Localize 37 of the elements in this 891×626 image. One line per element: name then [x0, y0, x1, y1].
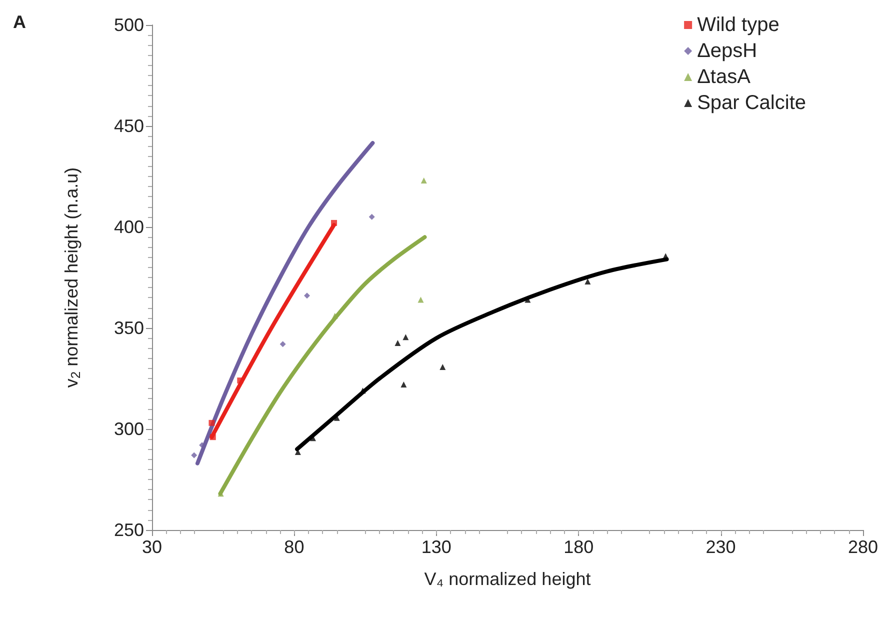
point: [304, 292, 310, 299]
x-tick-label: 230: [706, 537, 736, 557]
y-tick-label: 500: [114, 15, 144, 35]
x-tick-label: 80: [284, 537, 304, 557]
point: [331, 220, 338, 226]
point: [368, 214, 375, 220]
point: [394, 340, 401, 346]
chart-title: A: [13, 12, 26, 32]
y-tick-label: 350: [114, 318, 144, 338]
point: [210, 434, 216, 440]
y-tick-label: 300: [114, 419, 144, 439]
point: [418, 296, 424, 303]
point: [237, 378, 244, 384]
line-series: [218, 235, 427, 496]
line-series: [295, 257, 669, 452]
y-tick-label: 450: [114, 116, 144, 136]
point: [402, 334, 409, 340]
x-tick-label: 280: [848, 537, 878, 557]
legend-label: Wild type: [697, 14, 780, 36]
x-tick-label: 30: [142, 537, 162, 557]
x-tick-label: 130: [421, 537, 452, 557]
point: [584, 278, 591, 285]
point: [208, 420, 215, 426]
point: [280, 341, 286, 348]
x-tick-label: 180: [564, 537, 594, 557]
legend-label: ΔepsH: [697, 40, 758, 62]
legend-label: Spar Calcite: [697, 92, 806, 114]
point: [440, 364, 446, 370]
point: [420, 178, 427, 184]
x-axis-title: V₄ normalized height: [424, 569, 591, 589]
point: [191, 452, 198, 458]
y-tick-label: 250: [114, 520, 144, 540]
y-tick-label: 400: [114, 217, 144, 237]
point: [332, 312, 338, 319]
legend-label: ΔtasA: [697, 66, 752, 88]
point: [400, 382, 407, 388]
y-axis-title: v2 normalized height (n.a.u): [62, 167, 83, 388]
